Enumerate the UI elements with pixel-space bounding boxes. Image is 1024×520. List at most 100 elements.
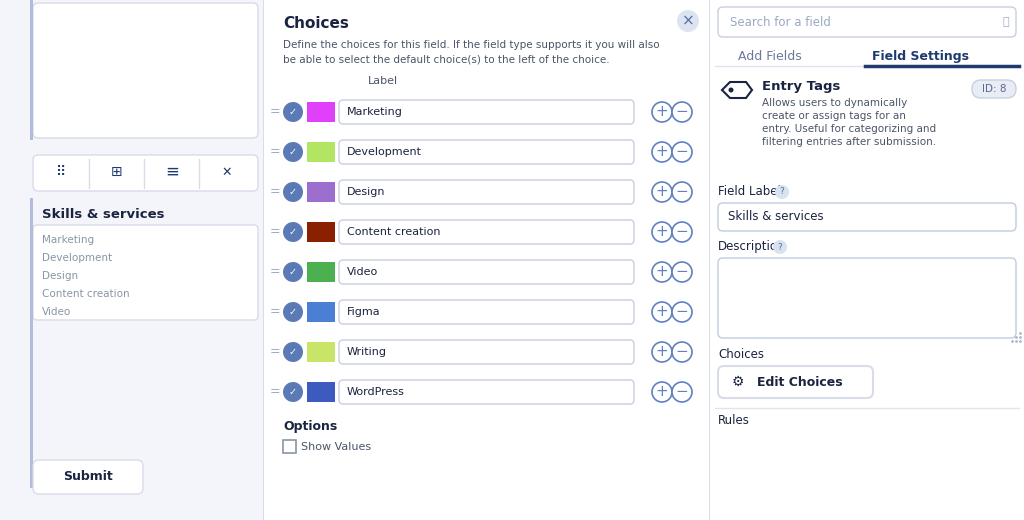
Bar — [30, 198, 33, 488]
Text: ⠿: ⠿ — [56, 165, 67, 179]
FancyBboxPatch shape — [718, 366, 873, 398]
FancyBboxPatch shape — [339, 340, 634, 364]
Text: +: + — [655, 384, 669, 399]
Circle shape — [652, 342, 672, 362]
Circle shape — [652, 142, 672, 162]
Bar — [307, 102, 335, 122]
Text: −: − — [676, 185, 688, 200]
Text: create or assign tags for an: create or assign tags for an — [762, 111, 906, 121]
Text: ✕: ✕ — [222, 165, 232, 178]
Text: −: − — [676, 384, 688, 399]
Text: Design: Design — [42, 271, 78, 281]
Text: Show Values: Show Values — [301, 441, 371, 451]
Text: Figma: Figma — [347, 307, 381, 317]
Text: Options: Options — [283, 420, 337, 433]
Text: ✓: ✓ — [289, 387, 297, 397]
Text: ✓: ✓ — [289, 148, 297, 158]
FancyBboxPatch shape — [339, 180, 634, 204]
Text: ≡: ≡ — [165, 163, 179, 181]
Text: =: = — [269, 146, 281, 159]
FancyBboxPatch shape — [339, 260, 634, 284]
Text: =: = — [269, 186, 281, 199]
Text: −: − — [676, 145, 688, 160]
Bar — [263, 0, 710, 520]
FancyBboxPatch shape — [339, 140, 634, 164]
Text: ✓: ✓ — [289, 188, 297, 198]
Circle shape — [672, 142, 692, 162]
Bar — [307, 142, 335, 162]
FancyBboxPatch shape — [339, 220, 634, 244]
FancyBboxPatch shape — [972, 80, 1016, 98]
Text: −: − — [676, 265, 688, 280]
Bar — [307, 382, 335, 402]
Text: Define the choices for this field. If the field type supports it you will also: Define the choices for this field. If th… — [283, 40, 659, 50]
Text: Description: Description — [718, 240, 785, 253]
Circle shape — [773, 240, 787, 254]
FancyBboxPatch shape — [718, 7, 1016, 37]
Text: filtering entries after submission.: filtering entries after submission. — [762, 137, 936, 147]
Text: ⊞: ⊞ — [112, 165, 123, 179]
Text: Video: Video — [347, 267, 378, 277]
Text: ID: 8: ID: 8 — [982, 84, 1007, 94]
Circle shape — [283, 262, 303, 282]
Text: =: = — [269, 385, 281, 398]
Text: Skills & services: Skills & services — [42, 208, 165, 221]
Text: Choices: Choices — [718, 348, 764, 361]
FancyBboxPatch shape — [33, 3, 258, 138]
Text: Video: Video — [42, 307, 72, 317]
FancyBboxPatch shape — [718, 203, 1016, 231]
Text: +: + — [655, 305, 669, 319]
FancyBboxPatch shape — [33, 225, 258, 320]
Bar — [710, 0, 1024, 520]
Text: ?: ? — [779, 188, 784, 197]
Text: =: = — [269, 266, 281, 279]
Text: =: = — [269, 345, 281, 358]
Circle shape — [652, 222, 672, 242]
Text: Skills & services: Skills & services — [728, 211, 823, 224]
Circle shape — [728, 87, 733, 93]
Text: ×: × — [682, 14, 694, 29]
Text: Development: Development — [347, 147, 422, 157]
Text: Allows users to dynamically: Allows users to dynamically — [762, 98, 907, 108]
FancyBboxPatch shape — [33, 460, 143, 494]
Circle shape — [672, 302, 692, 322]
Text: −: − — [676, 344, 688, 359]
Circle shape — [283, 302, 303, 322]
Circle shape — [672, 182, 692, 202]
Circle shape — [775, 185, 790, 199]
FancyBboxPatch shape — [33, 155, 258, 191]
Text: Entry Tags: Entry Tags — [762, 80, 841, 93]
Circle shape — [652, 382, 672, 402]
Text: Marketing: Marketing — [42, 235, 94, 245]
Circle shape — [672, 262, 692, 282]
Text: Submit: Submit — [63, 471, 113, 484]
Circle shape — [652, 182, 672, 202]
FancyBboxPatch shape — [339, 300, 634, 324]
Circle shape — [652, 102, 672, 122]
Text: Field Settings: Field Settings — [871, 50, 969, 63]
Text: Content creation: Content creation — [42, 289, 130, 299]
Text: ?: ? — [777, 242, 782, 252]
Text: Marketing: Marketing — [347, 107, 402, 117]
Text: =: = — [269, 305, 281, 318]
Text: −: − — [676, 305, 688, 319]
Text: ✓: ✓ — [289, 228, 297, 238]
Text: Content creation: Content creation — [347, 227, 440, 237]
Circle shape — [672, 382, 692, 402]
Text: Writing: Writing — [347, 347, 387, 357]
Text: ✓: ✓ — [289, 108, 297, 118]
FancyBboxPatch shape — [718, 258, 1016, 338]
Circle shape — [283, 382, 303, 402]
Text: Development: Development — [42, 253, 112, 263]
Circle shape — [652, 262, 672, 282]
Text: ✓: ✓ — [289, 267, 297, 278]
Bar — [283, 440, 296, 453]
Text: Add Fields: Add Fields — [738, 50, 802, 63]
Circle shape — [283, 182, 303, 202]
Text: +: + — [655, 344, 669, 359]
Bar — [30, 0, 33, 140]
Circle shape — [677, 10, 699, 32]
Circle shape — [672, 222, 692, 242]
Text: Search for a field: Search for a field — [730, 16, 830, 29]
Circle shape — [283, 102, 303, 122]
